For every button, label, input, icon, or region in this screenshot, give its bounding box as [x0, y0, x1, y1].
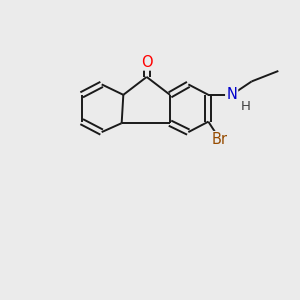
Text: H: H: [241, 100, 251, 113]
Text: O: O: [141, 55, 152, 70]
Text: Br: Br: [212, 132, 228, 147]
Text: N: N: [226, 87, 237, 102]
